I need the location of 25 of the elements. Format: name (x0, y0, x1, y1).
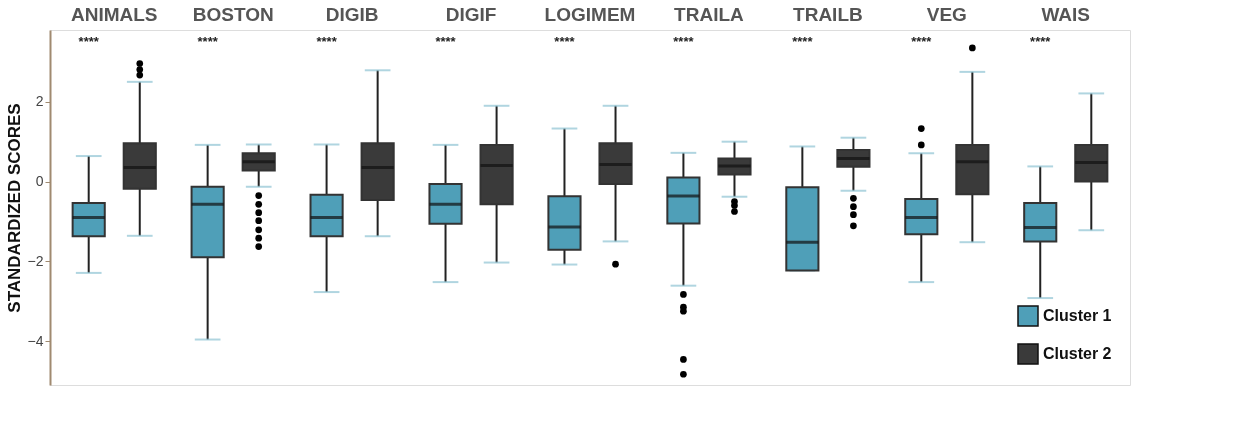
y-tick-label: 0 (35, 173, 44, 190)
y-tick-label: −2 (27, 252, 44, 269)
x-tick-label: DIGIF (445, 3, 497, 25)
y-tick-label: −4 (27, 332, 44, 349)
annotation: **** (435, 34, 457, 49)
annotation: **** (316, 34, 338, 49)
annotation: **** (554, 34, 576, 49)
x-tick-label: TRAILB (793, 3, 863, 25)
x-tick-label: WAIS (1041, 3, 1091, 25)
x-tick-label: LOGIMEM (544, 3, 636, 25)
x-tick-label: TRAILA (674, 3, 745, 25)
legend-label: Cluster 2 (1043, 345, 1112, 362)
annotation: **** (1030, 34, 1052, 49)
annotation: **** (78, 34, 100, 49)
annotation: **** (673, 34, 695, 49)
annotation: **** (911, 34, 933, 49)
y-axis-title: STANDARDIZED SCORES (4, 103, 24, 313)
y-tick-label: 2 (35, 93, 44, 110)
annotation: **** (197, 34, 219, 49)
x-tick-label: ANIMALS (70, 3, 158, 25)
x-tick-label: VEG (926, 3, 967, 25)
legend-label: Cluster 1 (1043, 307, 1112, 324)
x-tick-label: DIGIB (325, 3, 379, 25)
x-tick-label: BOSTON (192, 3, 274, 25)
annotation: **** (792, 34, 814, 49)
